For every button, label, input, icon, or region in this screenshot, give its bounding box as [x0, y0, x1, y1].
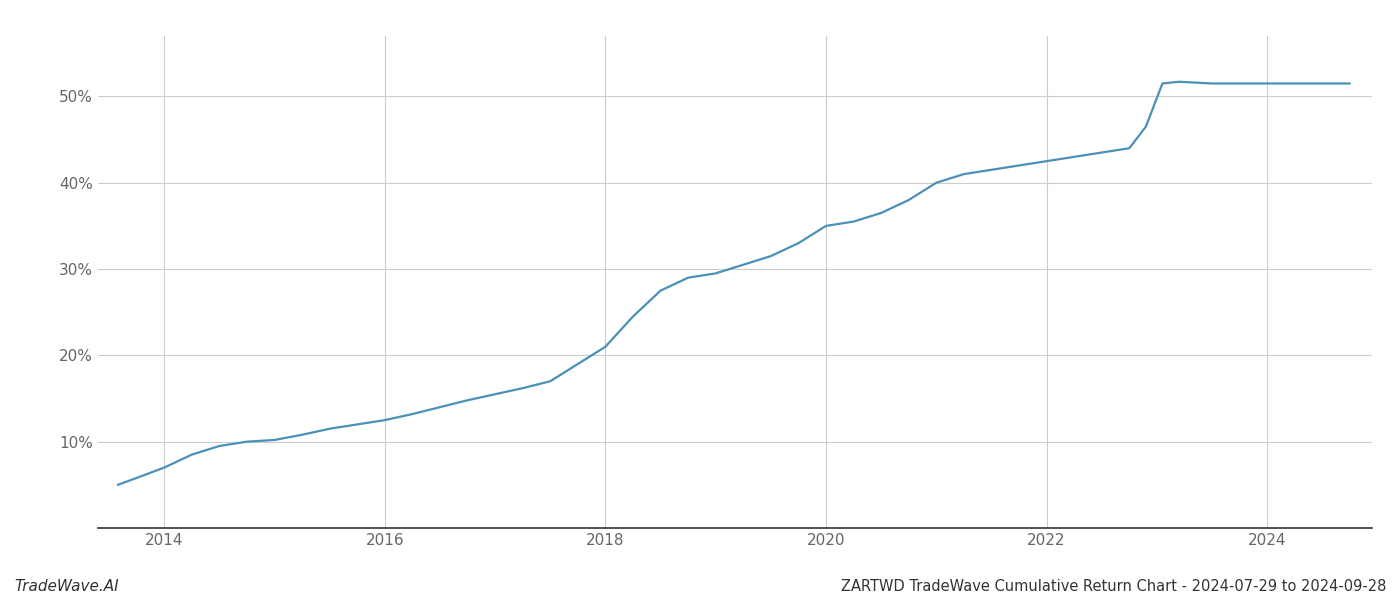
Text: ZARTWD TradeWave Cumulative Return Chart - 2024-07-29 to 2024-09-28: ZARTWD TradeWave Cumulative Return Chart…: [840, 579, 1386, 594]
Text: TradeWave.AI: TradeWave.AI: [14, 579, 119, 594]
